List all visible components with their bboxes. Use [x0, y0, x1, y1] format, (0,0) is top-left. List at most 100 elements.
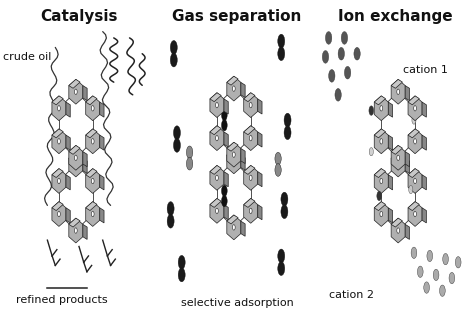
- Circle shape: [341, 32, 347, 44]
- Polygon shape: [100, 208, 104, 223]
- Circle shape: [278, 47, 285, 61]
- Polygon shape: [86, 96, 97, 105]
- Circle shape: [281, 205, 288, 219]
- Polygon shape: [391, 218, 402, 227]
- Polygon shape: [404, 156, 408, 169]
- Polygon shape: [244, 198, 258, 223]
- Circle shape: [284, 113, 291, 127]
- Circle shape: [178, 255, 185, 269]
- Polygon shape: [210, 198, 224, 223]
- Polygon shape: [69, 145, 80, 154]
- Circle shape: [414, 178, 417, 184]
- Circle shape: [418, 266, 423, 277]
- Polygon shape: [240, 153, 244, 166]
- Polygon shape: [422, 175, 426, 190]
- Polygon shape: [374, 96, 385, 105]
- Polygon shape: [392, 151, 402, 158]
- Circle shape: [173, 126, 181, 140]
- Polygon shape: [86, 202, 100, 227]
- Circle shape: [284, 126, 291, 140]
- Polygon shape: [391, 152, 405, 177]
- Polygon shape: [86, 96, 100, 121]
- Polygon shape: [70, 151, 82, 172]
- Polygon shape: [228, 148, 237, 155]
- Circle shape: [186, 146, 193, 159]
- Circle shape: [221, 119, 227, 131]
- Polygon shape: [408, 96, 419, 105]
- Polygon shape: [227, 76, 241, 101]
- Circle shape: [369, 148, 374, 156]
- Polygon shape: [244, 93, 255, 102]
- Circle shape: [380, 139, 383, 144]
- Circle shape: [369, 106, 374, 115]
- Circle shape: [178, 268, 185, 282]
- Polygon shape: [408, 169, 419, 178]
- Circle shape: [167, 214, 174, 228]
- Polygon shape: [66, 175, 70, 190]
- Polygon shape: [244, 93, 258, 118]
- Polygon shape: [227, 142, 238, 151]
- Text: Ion exchange: Ion exchange: [337, 9, 452, 24]
- Polygon shape: [391, 218, 405, 243]
- Text: Gas separation: Gas separation: [173, 9, 301, 24]
- Circle shape: [232, 86, 235, 91]
- Polygon shape: [228, 148, 240, 168]
- Circle shape: [91, 106, 94, 111]
- Polygon shape: [100, 175, 104, 190]
- Circle shape: [328, 70, 335, 82]
- Polygon shape: [388, 102, 392, 117]
- Circle shape: [345, 66, 351, 79]
- Circle shape: [456, 257, 461, 268]
- Polygon shape: [258, 132, 262, 147]
- Polygon shape: [227, 215, 241, 240]
- Polygon shape: [391, 145, 402, 154]
- Polygon shape: [69, 145, 83, 170]
- Polygon shape: [374, 202, 385, 210]
- Circle shape: [322, 51, 328, 63]
- Circle shape: [397, 89, 400, 94]
- Circle shape: [427, 250, 433, 262]
- Polygon shape: [227, 76, 238, 85]
- Circle shape: [278, 262, 285, 276]
- Polygon shape: [408, 202, 422, 227]
- Circle shape: [57, 178, 60, 184]
- Polygon shape: [69, 79, 80, 88]
- Polygon shape: [408, 169, 422, 193]
- Circle shape: [412, 116, 416, 124]
- Polygon shape: [374, 129, 388, 154]
- Polygon shape: [227, 142, 241, 167]
- Circle shape: [233, 156, 235, 160]
- Polygon shape: [405, 224, 410, 240]
- Polygon shape: [69, 152, 83, 177]
- Polygon shape: [241, 155, 245, 170]
- Circle shape: [275, 152, 281, 165]
- Polygon shape: [69, 152, 80, 161]
- Polygon shape: [227, 149, 241, 174]
- Circle shape: [397, 228, 400, 233]
- Circle shape: [380, 211, 383, 217]
- Circle shape: [414, 106, 417, 111]
- Circle shape: [354, 47, 360, 60]
- Polygon shape: [69, 79, 83, 104]
- Text: selective adsorption: selective adsorption: [181, 298, 293, 308]
- Polygon shape: [86, 202, 97, 210]
- Text: cation 2: cation 2: [328, 290, 374, 301]
- Polygon shape: [258, 99, 262, 114]
- Polygon shape: [70, 151, 80, 158]
- Polygon shape: [244, 166, 258, 190]
- Circle shape: [221, 195, 227, 207]
- Circle shape: [173, 138, 181, 152]
- Circle shape: [170, 53, 177, 67]
- Circle shape: [249, 208, 252, 214]
- Polygon shape: [66, 135, 70, 150]
- Polygon shape: [388, 175, 392, 190]
- Polygon shape: [244, 126, 258, 150]
- Circle shape: [186, 157, 193, 170]
- Polygon shape: [408, 129, 422, 154]
- Circle shape: [411, 247, 417, 258]
- Polygon shape: [392, 151, 404, 172]
- Circle shape: [275, 164, 281, 176]
- Circle shape: [216, 102, 219, 108]
- Polygon shape: [100, 135, 104, 150]
- Circle shape: [281, 192, 288, 206]
